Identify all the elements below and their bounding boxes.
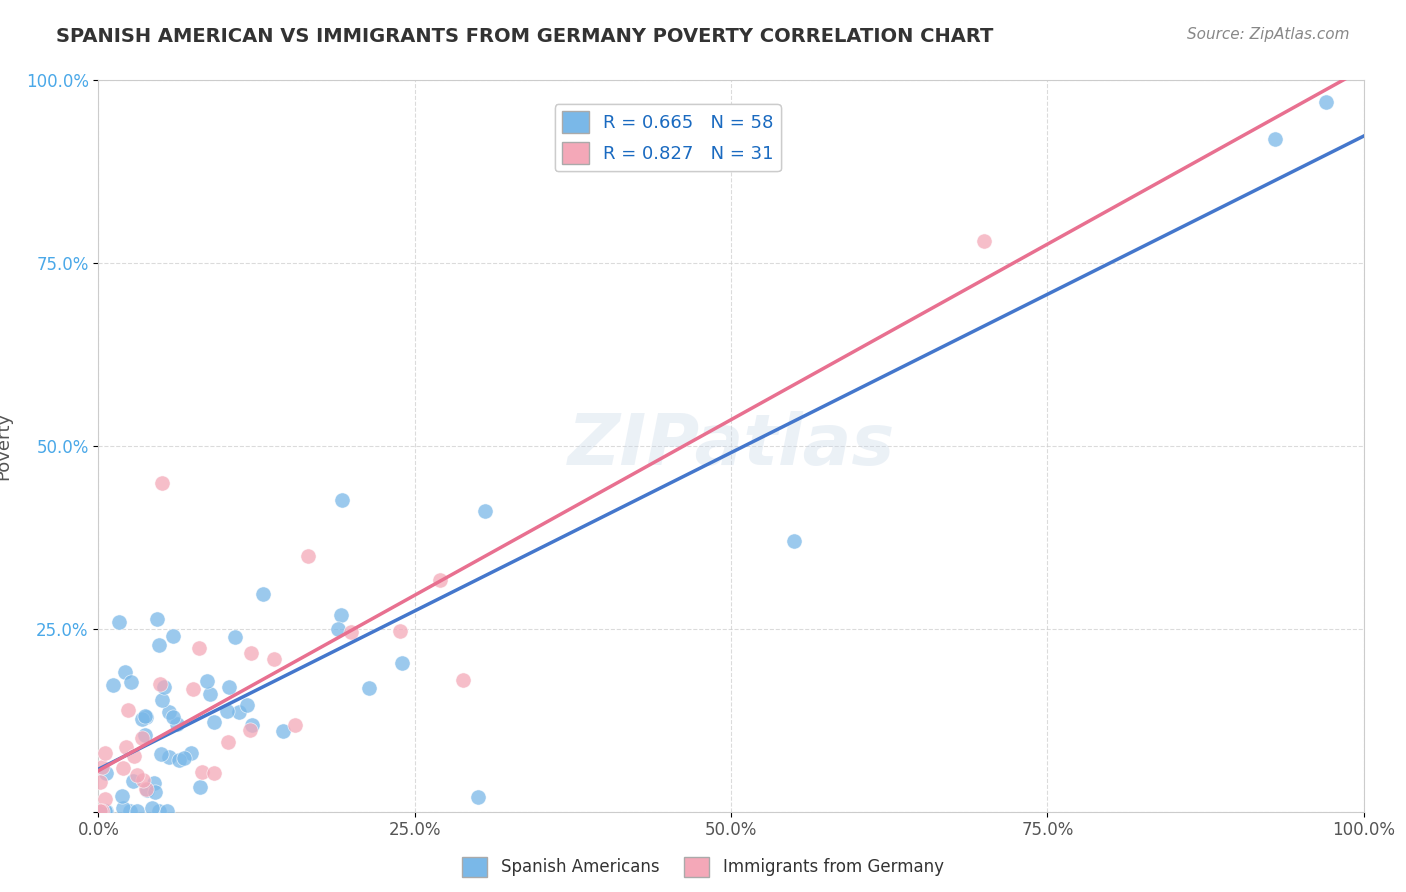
Point: [252, 586, 274, 600]
Point: [135, 710, 157, 724]
Text: SPANISH AMERICAN VS IMMIGRANTS FROM GERMANY POVERTY CORRELATION CHART: SPANISH AMERICAN VS IMMIGRANTS FROM GERM…: [56, 27, 994, 45]
Point: [90, 804, 112, 818]
Point: [284, 718, 307, 732]
Point: [141, 801, 163, 815]
Point: [162, 629, 184, 643]
Point: [429, 573, 451, 587]
Point: [135, 781, 157, 796]
Point: [131, 731, 153, 746]
Point: [215, 704, 238, 718]
Point: [121, 773, 143, 788]
Point: [180, 746, 202, 760]
Point: [148, 804, 170, 818]
Point: [162, 710, 184, 724]
Point: [330, 493, 353, 508]
Point: [188, 780, 211, 794]
Point: [107, 615, 129, 629]
Point: [271, 724, 294, 739]
Legend: Spanish Americans, Immigrants from Germany: Spanish Americans, Immigrants from Germa…: [456, 850, 950, 884]
Point: [202, 714, 225, 729]
Point: [91, 760, 114, 774]
Point: [451, 673, 474, 687]
Point: [973, 234, 995, 248]
Point: [167, 754, 190, 768]
Point: [240, 718, 263, 732]
Point: [115, 739, 138, 754]
Point: [89, 804, 111, 818]
Text: Source: ZipAtlas.com: Source: ZipAtlas.com: [1187, 27, 1350, 42]
Point: [117, 703, 139, 717]
Point: [146, 612, 169, 626]
Point: [1315, 95, 1337, 110]
Point: [143, 776, 166, 790]
Point: [183, 681, 205, 696]
Point: [474, 504, 496, 518]
Point: [328, 622, 350, 636]
Point: [235, 698, 257, 713]
Point: [330, 607, 353, 622]
Point: [125, 804, 148, 818]
Point: [228, 705, 250, 719]
Point: [153, 680, 176, 694]
Point: [391, 656, 413, 670]
Point: [173, 750, 195, 764]
Point: [166, 716, 188, 731]
Point: [134, 709, 156, 723]
Point: [94, 804, 117, 818]
Text: ZIPatlas: ZIPatlas: [568, 411, 894, 481]
Point: [340, 625, 363, 640]
Point: [89, 775, 111, 789]
Point: [148, 677, 170, 691]
Point: [783, 534, 806, 549]
Point: [94, 804, 117, 818]
Point: [124, 749, 146, 764]
Point: [127, 768, 149, 782]
Point: [157, 750, 180, 764]
Point: [188, 640, 211, 655]
Point: [297, 549, 319, 563]
Point: [149, 747, 172, 762]
Point: [96, 766, 118, 780]
Point: [156, 804, 179, 818]
Y-axis label: Poverty: Poverty: [0, 412, 11, 480]
Point: [239, 646, 262, 660]
Point: [200, 687, 222, 701]
Point: [195, 673, 218, 688]
Point: [218, 680, 240, 694]
Point: [131, 712, 153, 726]
Point: [120, 804, 142, 818]
Point: [191, 764, 214, 779]
Point: [1264, 132, 1286, 146]
Point: [224, 630, 246, 644]
Point: [134, 728, 156, 742]
Point: [111, 789, 134, 803]
Point: [120, 674, 142, 689]
Point: [150, 692, 173, 706]
Point: [467, 790, 489, 805]
Point: [111, 801, 134, 815]
Legend: R = 0.665   N = 58, R = 0.827   N = 31: R = 0.665 N = 58, R = 0.827 N = 31: [554, 104, 782, 171]
Point: [112, 761, 135, 775]
Point: [101, 678, 124, 692]
Point: [148, 638, 170, 652]
Point: [263, 652, 285, 666]
Point: [93, 792, 115, 806]
Point: [143, 784, 166, 798]
Point: [136, 782, 159, 797]
Point: [150, 475, 173, 490]
Point: [239, 723, 262, 737]
Point: [217, 735, 239, 749]
Point: [132, 773, 155, 788]
Point: [202, 765, 225, 780]
Point: [94, 747, 117, 761]
Point: [114, 665, 136, 679]
Point: [157, 705, 180, 719]
Point: [388, 624, 411, 638]
Point: [90, 804, 112, 818]
Point: [359, 681, 381, 695]
